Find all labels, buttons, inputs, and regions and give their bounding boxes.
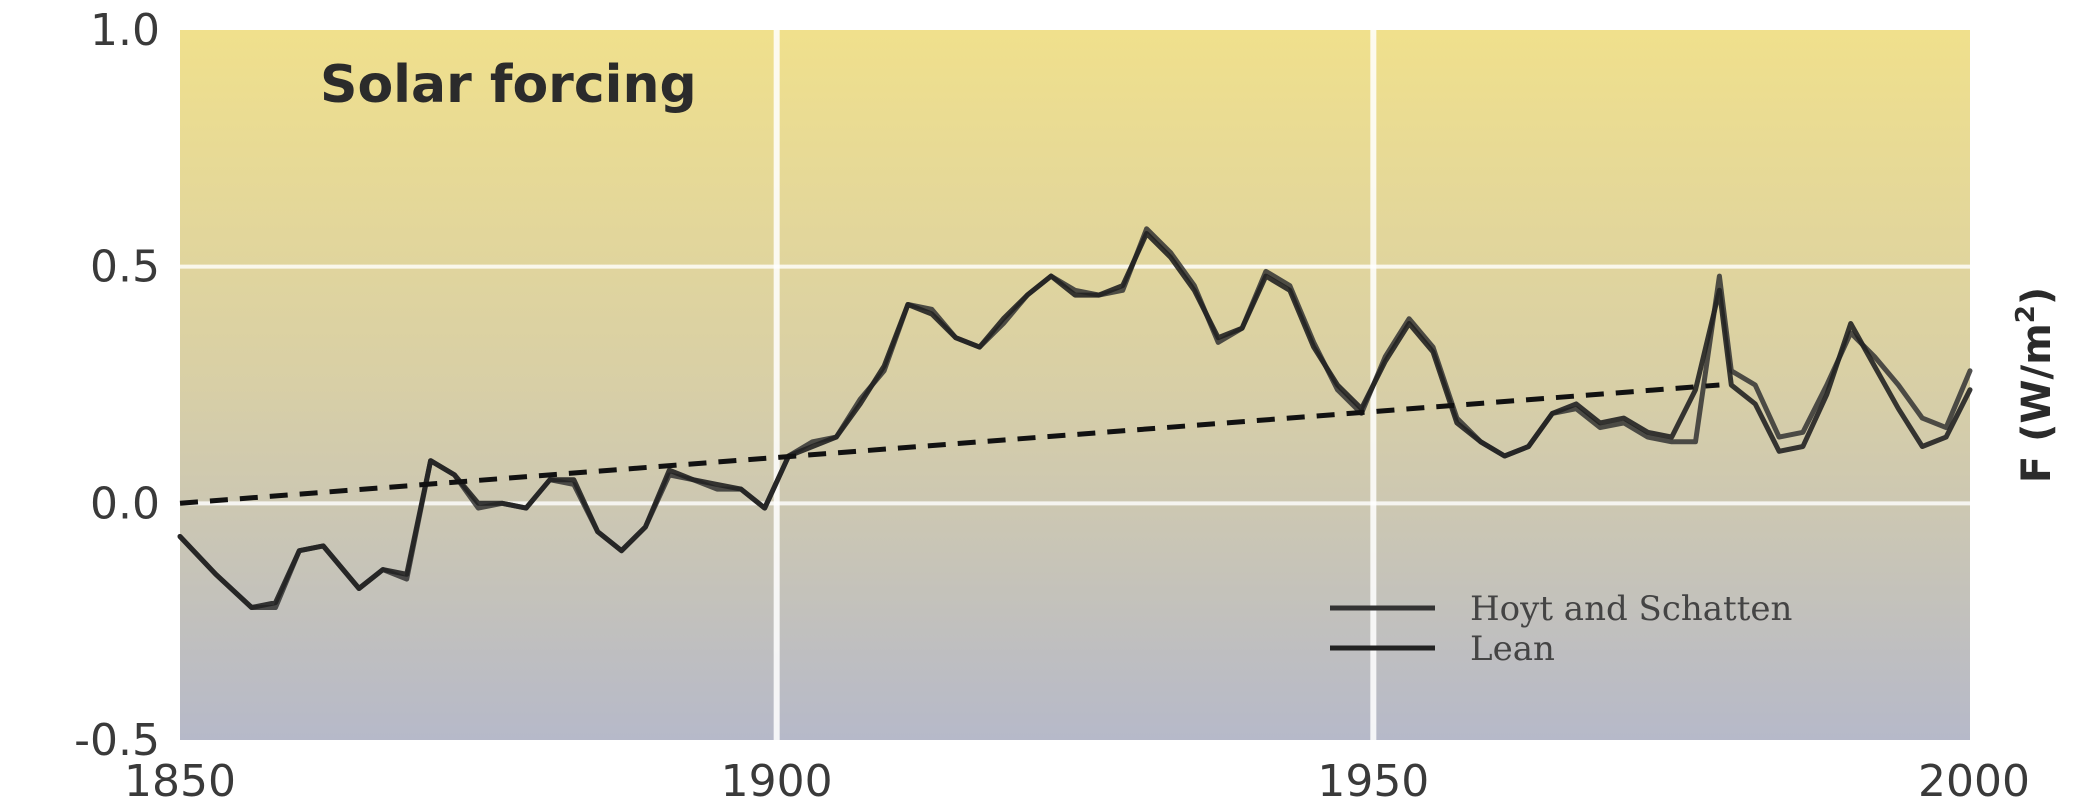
legend: Hoyt and Schatten Lean — [1330, 589, 1792, 669]
x-tick-label: 1950 — [1317, 756, 1429, 806]
y-tick-label: 0.0 — [90, 478, 160, 529]
x-axis: 1850 1900 1950 2000 — [124, 756, 2030, 806]
series-layer — [177, 226, 1973, 610]
trend-line-dashed — [179, 382, 1720, 506]
y-axis: -0.5 0.0 0.5 1.0 — [74, 5, 160, 766]
y-tick-label: 0.5 — [90, 242, 160, 293]
series-line-lean — [177, 231, 1973, 610]
legend-label-lean: Lean — [1470, 629, 1555, 669]
y-tick-label: 1.0 — [90, 5, 160, 56]
x-tick-label: 2000 — [1918, 756, 2030, 806]
legend-label-hoyt-and-schatten: Hoyt and Schatten — [1470, 589, 1792, 629]
chart-title: Solar forcing — [320, 55, 697, 115]
x-tick-label: 1850 — [124, 756, 236, 806]
y-axis-label: F (W/m2) — [2011, 287, 2060, 483]
plot-area — [180, 30, 1970, 740]
x-tick-label: 1900 — [721, 756, 833, 806]
y-tick-label: -0.5 — [74, 715, 160, 766]
